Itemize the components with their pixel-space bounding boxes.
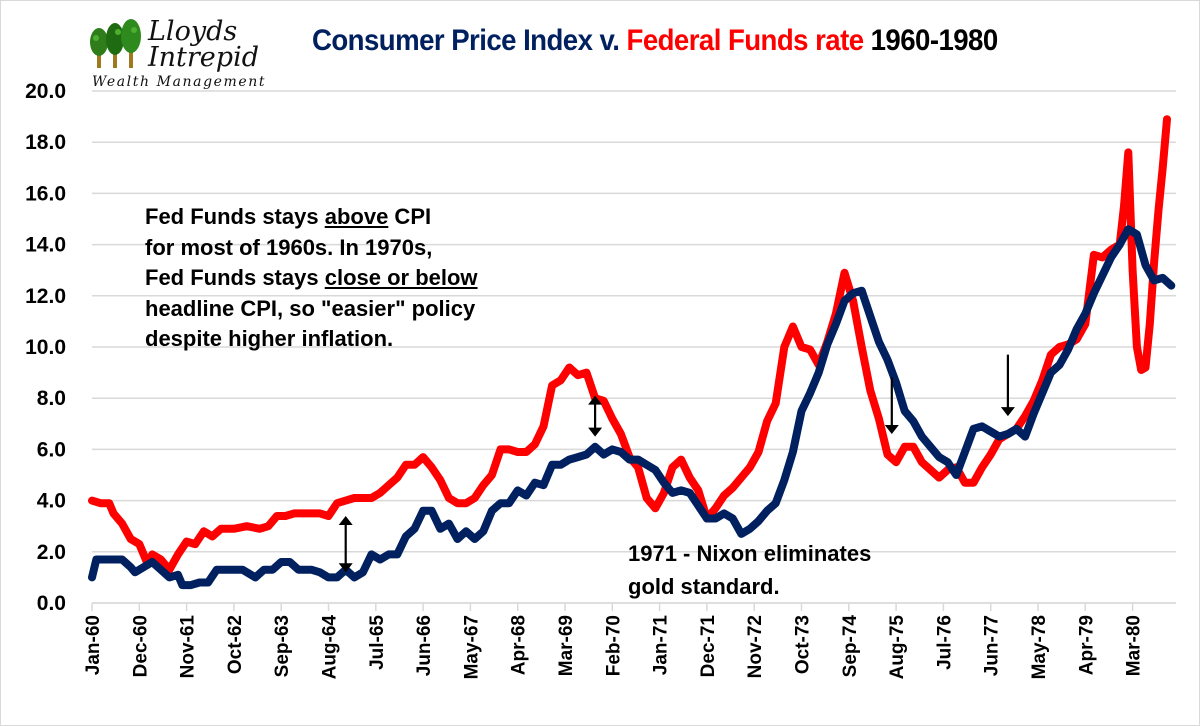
x-tick-label: Jan-71 — [651, 615, 672, 676]
x-tick-label: Feb-70 — [603, 615, 624, 676]
series-line-federal-funds-rate — [88, 115, 1171, 574]
arrow-head — [1000, 407, 1015, 417]
y-tick-label: 8.0 — [37, 387, 66, 410]
x-tick-label: May-78 — [1029, 615, 1050, 679]
gridlines — [92, 90, 1176, 604]
annotation-nixon: 1971 - Nixon eliminates gold standard. — [628, 537, 871, 603]
note1-line1a: Fed Funds stays — [145, 204, 325, 229]
logo-text-line3: Wealth Management — [92, 74, 267, 90]
note1-line5: despite higher inflation. — [145, 326, 394, 351]
note1-line4: headline CPI, so "easier" policy — [145, 295, 476, 321]
y-axis: 0.0 2.0 4.0 6.0 8.0 10.0 12.0 14.0 16.0 18.0 20.0 — [25, 80, 66, 615]
chart-title: Consumer Price Index v. Federal Funds ra… — [312, 24, 998, 58]
y-tick-label: 2.0 — [37, 541, 66, 564]
x-tick-label: Mar-69 — [556, 615, 577, 676]
y-tick-label: 18.0 — [25, 131, 66, 154]
y-tick-label: 16.0 — [25, 182, 66, 205]
y-tick-label: 20.0 — [25, 80, 66, 103]
x-tick-label: Sep-74 — [840, 615, 861, 678]
x-tick-label: Mar-80 — [1124, 615, 1145, 676]
annotation-arrows — [338, 354, 1015, 573]
logo-text-line1: Lloyds — [148, 16, 238, 47]
x-tick-label: Apr-79 — [1076, 615, 1097, 675]
x-tick-label: Jul-76 — [934, 615, 955, 670]
note1-line2: for most of 1960s. In 1970s, — [145, 234, 433, 260]
title-versus: v. — [592, 24, 627, 57]
title-years: 1960-1980 — [863, 24, 999, 57]
y-tick-label: 0.0 — [37, 592, 66, 615]
note1-line3-underlined: close or below — [324, 265, 478, 290]
x-tick-label: Nov-72 — [745, 615, 766, 678]
x-tick-label: Apr-68 — [509, 615, 530, 675]
annotation-fed-policy: Fed Funds stays above CPI for most of 19… — [145, 202, 478, 355]
y-tick-label: 14.0 — [25, 234, 66, 257]
y-tick-label: 4.0 — [37, 490, 66, 513]
arrow-head — [884, 425, 899, 435]
x-tick-label: Dec-60 — [130, 615, 151, 677]
arrow-head — [588, 395, 603, 405]
x-tick-label: Sep-63 — [272, 615, 293, 677]
company-logo: Lloyds Intrepid Wealth Management — [88, 10, 298, 90]
title-fed-funds: Federal Funds rate — [626, 24, 865, 57]
title-cpi: Consumer Price Index — [312, 24, 593, 57]
x-tick-label: Oct-62 — [225, 615, 246, 674]
x-tick-label: Dec-71 — [698, 615, 719, 678]
note1-line3a: Fed Funds stays — [145, 265, 325, 290]
x-tick-label: Aug-64 — [320, 615, 341, 680]
x-tick-label: May-67 — [461, 615, 482, 679]
logo-text-line2: Intrepid — [148, 42, 259, 73]
series-lines — [88, 115, 1176, 590]
x-tick-label: Aug-75 — [887, 615, 908, 680]
note2-line1: 1971 - Nixon eliminates — [628, 541, 872, 566]
x-tick-label: Jun-77 — [982, 615, 1003, 676]
arrow-head — [588, 427, 603, 437]
x-tick-label: Jun-66 — [414, 615, 435, 676]
note1-line1-underlined: above — [324, 204, 389, 229]
arrow-head — [338, 515, 353, 525]
arrow-head — [338, 563, 353, 573]
x-axis: Jan-60 Dec-60 Nov-61 Oct-62 Sep-63 Aug-64 Jul-… — [83, 602, 1176, 680]
y-tick-label: 6.0 — [37, 438, 66, 461]
series-line-consumer-price-index — [88, 225, 1176, 590]
trees-icon — [90, 19, 141, 68]
x-tick-label: Jan-60 — [83, 615, 104, 675]
note2-line2: gold standard. — [628, 574, 780, 599]
x-tick-label: Nov-61 — [178, 615, 199, 679]
x-tick-label: Jul-65 — [367, 615, 388, 670]
y-tick-label: 10.0 — [25, 336, 66, 359]
x-tick-label: Oct-73 — [793, 615, 814, 674]
note1-line1b: CPI — [388, 204, 432, 229]
y-tick-label: 12.0 — [25, 285, 66, 308]
